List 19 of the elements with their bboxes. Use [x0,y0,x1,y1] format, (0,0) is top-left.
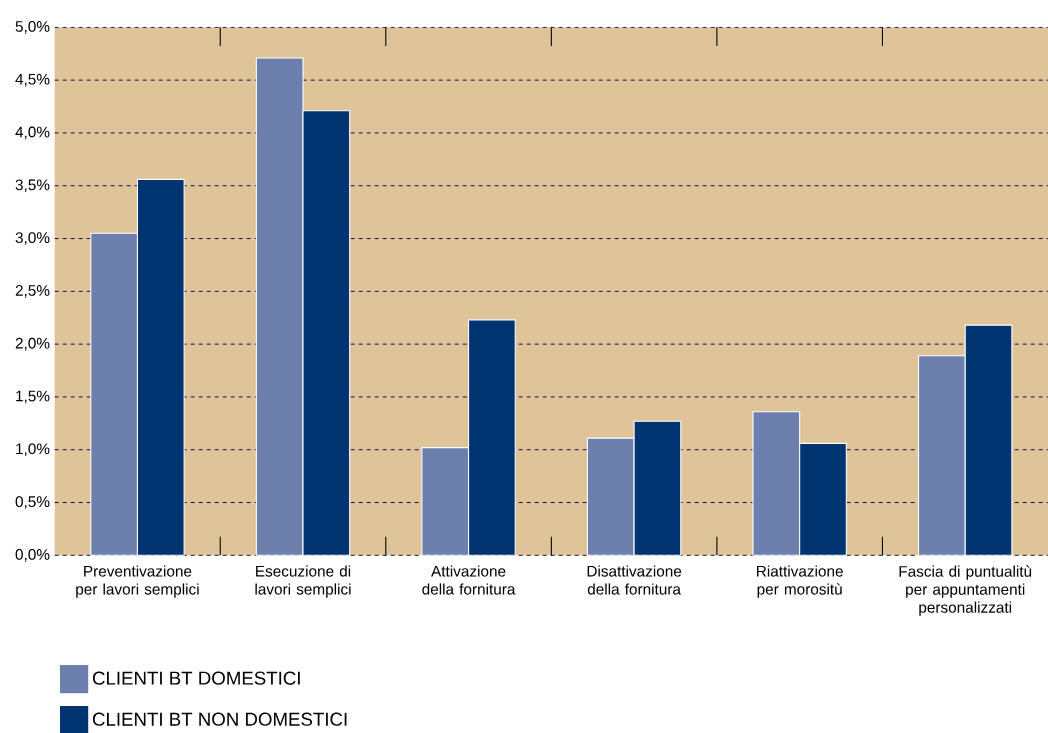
y-tick-label: 4,0% [15,126,50,140]
x-tick-label: Esecuzione di lavori semplici [255,565,351,598]
y-tick-label: 3,0% [15,232,50,245]
y-tick-label: 5,0% [15,20,50,34]
x-tick-label: Attivazione della fornitura [422,565,516,595]
y-tick-label: 1,5% [16,390,50,404]
y-tick-label: 1,0% [16,443,50,456]
y-tick-label: 4,5% [15,73,50,87]
y-tick-label: 0,5% [15,496,50,509]
x-tick-label: Riattivazione per morositù [757,565,843,598]
x-tick-label: Disattivazione della fornitura [587,565,682,595]
x-tick-label: Fascia di puntualitù per appuntamenti personalizzati [899,565,1032,616]
legend-label: CLIENTI BT NON DOMESTICI [92,712,347,726]
y-tick-label: 2,5% [15,284,50,298]
y-tick-label: 0,0% [15,548,50,562]
y-tick-label: 3,5% [15,179,50,192]
legend-label: CLIENTI BT DOMESTICI [92,671,300,685]
y-tick-label: 2,0% [15,337,50,351]
x-tick-label: Preventivazione per lavori semplici [76,565,199,598]
